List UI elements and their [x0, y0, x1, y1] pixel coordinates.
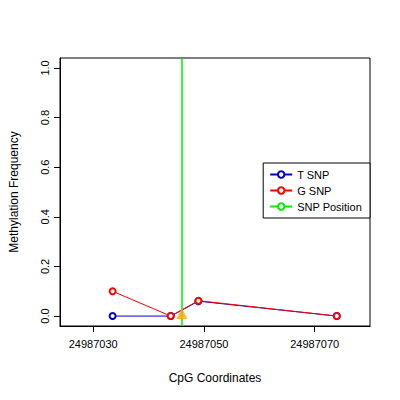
svg-text:G SNP: G SNP: [297, 185, 331, 197]
svg-text:SNP Position: SNP Position: [297, 201, 362, 213]
svg-text:24987030: 24987030: [69, 338, 118, 350]
svg-text:0.2: 0.2: [39, 259, 51, 274]
svg-text:0.0: 0.0: [39, 308, 51, 323]
svg-text:Methylation Frequency: Methylation Frequency: [7, 131, 21, 252]
svg-text:0.8: 0.8: [39, 110, 51, 125]
svg-text:24987070: 24987070: [290, 338, 339, 350]
svg-text:0.6: 0.6: [39, 160, 51, 175]
svg-text:1.0: 1.0: [39, 60, 51, 75]
svg-text:24987050: 24987050: [179, 338, 228, 350]
svg-text:CpG Coordinates: CpG Coordinates: [169, 371, 262, 385]
svg-text:T SNP: T SNP: [297, 169, 329, 181]
svg-text:0.4: 0.4: [39, 209, 51, 224]
